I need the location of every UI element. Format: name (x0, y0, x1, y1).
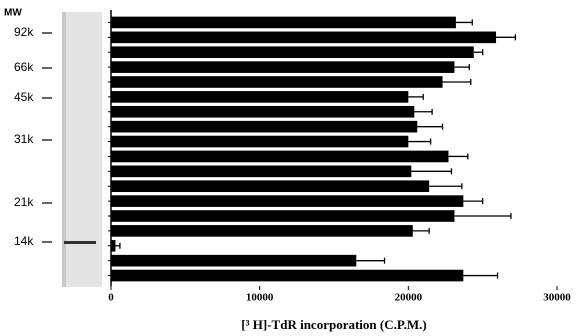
bar (111, 270, 463, 282)
bar (111, 136, 408, 148)
error-bar (454, 64, 469, 70)
marker-label: 45k (14, 90, 34, 104)
error-bar (448, 153, 467, 159)
marker-title: MW (4, 8, 22, 19)
x-tick-label: 10000 (246, 292, 274, 304)
error-bar (417, 124, 442, 130)
bar (111, 17, 456, 29)
x-tick-label: 20000 (395, 292, 423, 304)
error-bar (411, 168, 451, 174)
bar (111, 32, 496, 44)
error-bar (408, 139, 430, 145)
error-bar (408, 94, 423, 100)
bar (111, 106, 414, 118)
bar (111, 210, 454, 222)
error-bar (115, 243, 119, 249)
error-bar (443, 79, 471, 85)
bar (111, 255, 356, 267)
marker-label: 21k (14, 195, 34, 209)
x-tick-label: 0 (108, 292, 114, 304)
error-bar (463, 273, 497, 279)
error-bar (356, 258, 384, 264)
chart: MW [³ H]-TdR incorporation (C.P.M.) 92k 6… (0, 0, 582, 336)
error-bar (454, 213, 510, 219)
x-axis-label: [³ H]-TdR incorporation (C.P.M.) (241, 317, 426, 332)
bar (111, 46, 474, 58)
marker-label: 92k (14, 25, 34, 39)
gel-lane (62, 12, 102, 287)
gel-edge (62, 12, 66, 287)
bar (111, 195, 463, 207)
bar (111, 240, 115, 252)
bar (111, 121, 417, 133)
bar (111, 166, 411, 178)
error-bar (413, 228, 429, 234)
marker-label: 31k (14, 132, 34, 146)
gel-band (64, 241, 96, 244)
bar (111, 151, 448, 163)
error-bar (456, 19, 472, 25)
error-bar (496, 34, 515, 40)
bar (111, 76, 443, 88)
error-bar (463, 198, 482, 204)
error-bar (429, 183, 462, 189)
marker-label: 66k (14, 60, 34, 74)
bar (111, 225, 413, 237)
bar (111, 61, 454, 73)
error-bar (414, 109, 432, 115)
x-tick-label: 30000 (543, 292, 571, 304)
bar (111, 180, 429, 192)
bar (111, 91, 408, 103)
marker-label: 14k (14, 234, 34, 248)
error-bar (474, 49, 483, 55)
